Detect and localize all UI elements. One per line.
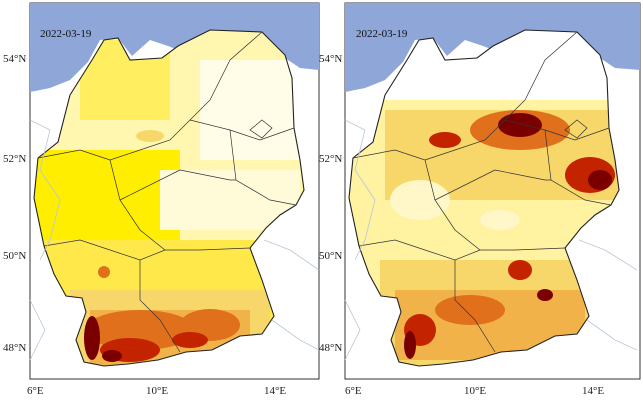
lat-label-52-left: 52°N bbox=[3, 153, 26, 165]
lon-label-14-left: 14°E bbox=[264, 385, 286, 397]
lat-label-54-right: 54°N bbox=[319, 53, 342, 65]
lat-label-52-right: 52°N bbox=[319, 153, 342, 165]
sea-left bbox=[30, 3, 319, 92]
lon-label-6-left: 6°E bbox=[27, 385, 44, 397]
state-borders-right bbox=[352, 31, 612, 353]
map-panel-right: 2022-03-19 54°N 52°N 50°N 48°N 6°E 10°E … bbox=[319, 2, 641, 397]
lat-label-48-right: 48°N bbox=[319, 342, 342, 354]
germany-outline-left bbox=[33, 29, 305, 367]
lat-label-50-right: 50°N bbox=[319, 250, 342, 262]
lon-label-14-right: 14°E bbox=[582, 385, 604, 397]
lat-label-50-left: 50°N bbox=[3, 250, 26, 262]
panel-date-right: 2022-03-19 bbox=[356, 28, 408, 40]
rivers-left bbox=[29, 119, 320, 361]
panel-date-left: 2022-03-19 bbox=[40, 28, 92, 40]
lon-label-6-right: 6°E bbox=[345, 385, 362, 397]
lat-label-48-left: 48°N bbox=[3, 342, 26, 354]
map-panel-left: 2022-03-19 54°N 52°N 50°N 48°N 6°E 10°E … bbox=[3, 2, 320, 397]
lon-label-10-right: 10°E bbox=[464, 385, 486, 397]
rivers-right bbox=[344, 119, 638, 361]
lat-label-54-left: 54°N bbox=[3, 53, 26, 65]
state-borders-left bbox=[37, 31, 297, 353]
lon-label-10-left: 10°E bbox=[146, 385, 168, 397]
germany-outline-right bbox=[348, 29, 620, 367]
